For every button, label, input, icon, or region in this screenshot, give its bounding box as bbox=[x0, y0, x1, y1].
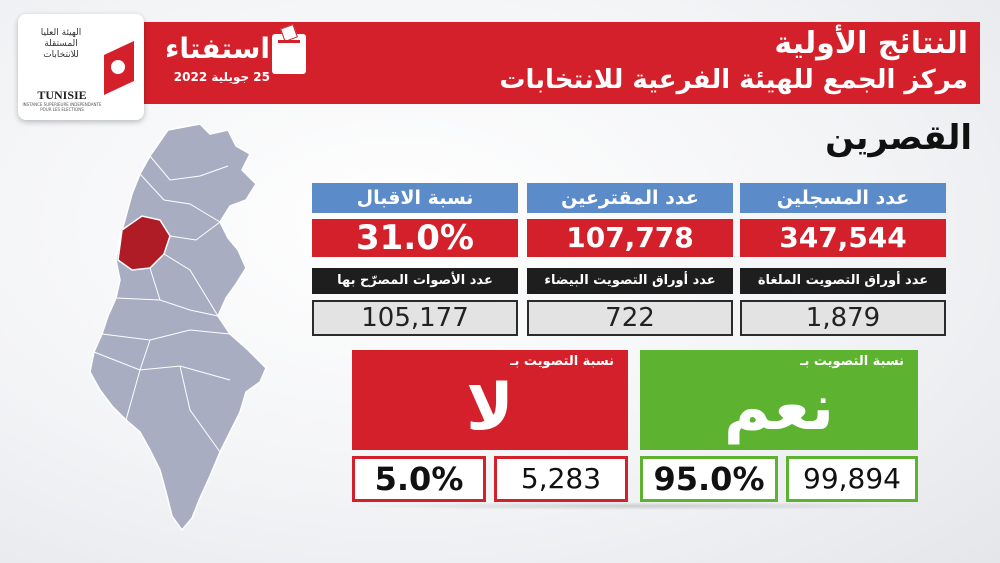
no-vote-caption: نسبة التصويت بـ bbox=[510, 354, 614, 369]
logo-latin-text: TUNISIE bbox=[37, 88, 87, 102]
cancelled-ballots-label: عدد أوراق التصويت الملغاة bbox=[740, 268, 946, 294]
logo-french-text: INSTANCE SUPERIEURE INDEPENDANTE POUR LE… bbox=[22, 102, 102, 112]
no-vote-percent: 5.0% bbox=[352, 456, 486, 502]
header-bar bbox=[18, 22, 980, 104]
cancelled-ballots-value: 1,879 bbox=[740, 300, 946, 336]
no-vote-panel: نسبة التصويت بـ لا bbox=[352, 350, 628, 450]
referendum-brand: استفتاء 25 جويلية 2022 bbox=[160, 30, 270, 90]
governorate-borders bbox=[93, 155, 231, 453]
registered-value: 347,544 bbox=[740, 219, 946, 257]
registered-label: عدد المسجلين bbox=[740, 183, 946, 213]
yes-vote-panel: نسبة التصويت بـ نعم bbox=[640, 350, 918, 450]
page-title: النتائج الأولية bbox=[774, 26, 968, 61]
voters-label: عدد المقترعين bbox=[527, 183, 733, 213]
blank-ballots-value: 722 bbox=[527, 300, 733, 336]
yes-vote-caption: نسبة التصويت بـ bbox=[800, 354, 904, 369]
ballot-box-icon bbox=[272, 24, 306, 74]
no-vote-count: 5,283 bbox=[494, 456, 628, 502]
turnout-label: نسبة الاقبال bbox=[312, 183, 518, 213]
valid-votes-label: عدد الأصوات المصرّح بها bbox=[312, 268, 518, 294]
isie-logo: الهيئة العليا المستقلة للانتخابات TUNISI… bbox=[18, 14, 144, 120]
region-name: القصرين bbox=[825, 118, 972, 158]
no-vote-word: لا bbox=[466, 371, 514, 445]
turnout-value: 31.0% bbox=[312, 219, 518, 257]
brand-date: 25 جويلية 2022 bbox=[173, 70, 270, 84]
voters-value: 107,778 bbox=[527, 219, 733, 257]
page-subtitle: مركز الجمع للهيئة الفرعية للانتخابات bbox=[499, 65, 968, 95]
valid-votes-value: 105,177 bbox=[312, 300, 518, 336]
brand-word: استفتاء bbox=[165, 32, 270, 65]
yes-vote-word: نعم bbox=[723, 371, 835, 445]
flag-emblem-icon bbox=[111, 60, 125, 74]
yes-vote-percent: 95.0% bbox=[640, 456, 778, 502]
logo-arabic-text: الهيئة العليا المستقلة للانتخابات bbox=[40, 28, 82, 60]
yes-vote-count: 99,894 bbox=[786, 456, 918, 502]
tunisia-shape bbox=[89, 123, 267, 532]
blank-ballots-label: عدد أوراق التصويت البيضاء bbox=[527, 268, 733, 294]
bottom-shadow bbox=[344, 502, 934, 510]
tunisia-map bbox=[89, 123, 267, 532]
